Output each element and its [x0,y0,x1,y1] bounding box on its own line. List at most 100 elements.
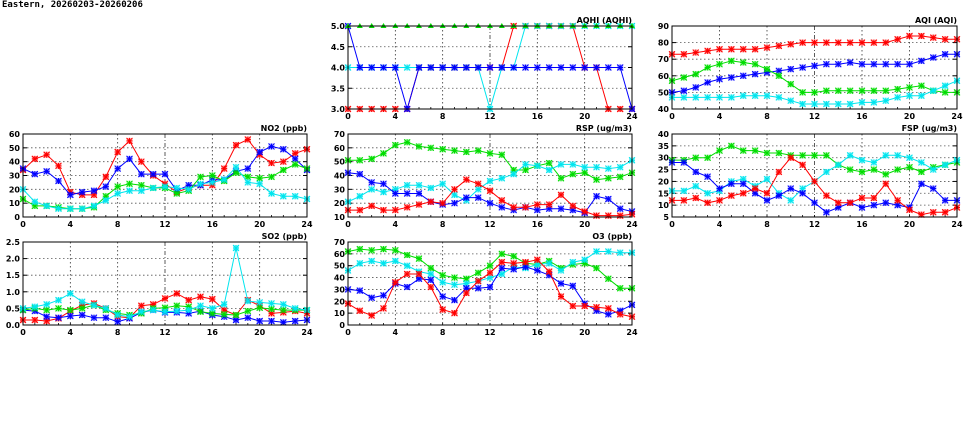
data-point [929,185,937,192]
data-point [894,94,901,101]
data-point [834,100,842,108]
data-point [787,97,795,105]
data-point [787,65,795,73]
data-point [244,165,252,172]
y-tick-label: 40 [9,158,21,167]
data-point [197,308,204,316]
data-point [834,60,842,68]
data-point [858,168,866,176]
data-point [244,136,252,143]
data-point [716,60,723,68]
data-point [356,287,364,294]
data-point [929,34,937,41]
data-point [197,293,204,301]
data-point [114,190,122,197]
data-point [581,256,589,264]
data-point [533,201,541,208]
data-point [775,192,783,200]
data-point [474,64,482,71]
y-tick-label: 10 [334,309,346,318]
data-point [799,64,806,71]
data-point [704,173,711,181]
data-point [474,180,482,188]
y-tick-label: 4.0 [331,64,346,73]
data-point [787,154,795,162]
data-point [510,252,518,260]
data-point [882,180,890,188]
data-point [811,62,818,70]
chart-panel: 3.0 3.5 4.0 4.5 5.0 0 4 8 12 16 20 24 AQHI (AQHI) [331,16,638,121]
series-blue [668,50,961,96]
data-point [114,148,122,156]
data-point [569,170,577,178]
data-point [486,283,494,291]
data-point [545,201,553,208]
data-point [197,173,204,181]
chart-title: O3 (ppb) [592,232,632,241]
data-point [858,204,866,211]
x-tick-label: 4 [717,112,723,121]
data-point [137,302,145,310]
data-point [208,305,216,312]
data-point [220,176,228,184]
data-point [368,246,376,254]
data-point [811,178,818,185]
x-tick-label: 24 [626,328,638,337]
data-point [415,143,423,150]
data-point [66,205,74,213]
data-point [894,166,901,173]
data-point [906,32,913,40]
data-point [185,296,193,304]
data-point [522,263,529,271]
data-point [834,39,842,46]
data-point [126,137,133,145]
chart-panel: 5 10 15 20 25 30 35 40 0 4 8 12 16 20 24 FSP (ug/m3) [658,124,963,229]
y-tick-label: 3.5 [331,84,346,93]
data-point [823,208,830,216]
data-point [522,64,529,71]
x-tick-label: 16 [532,112,544,121]
data-point [220,165,228,172]
data-point [279,318,287,326]
y-tick-label: 0 [339,321,345,330]
data-point [882,39,890,46]
data-point [427,64,435,71]
data-point [870,194,878,202]
y-tick-label: 20 [9,185,21,194]
x-tick-label: 8 [115,220,121,229]
page-title: Eastern, 20260203-20260206 [2,0,143,10]
data-point [870,201,878,209]
data-point [941,89,949,96]
data-point [102,173,110,181]
x-tick-label: 24 [951,112,963,121]
data-point [185,181,193,189]
data-point [545,268,553,275]
data-point [739,92,747,100]
data-point [834,199,842,207]
data-point [846,100,854,108]
data-point [751,185,759,192]
data-point [557,174,565,182]
data-point [763,197,771,204]
data-point [704,47,711,55]
data-point [692,154,700,162]
x-tick-label: 24 [626,112,638,121]
y-tick-label: 0.5 [6,304,21,313]
data-point [380,206,387,214]
data-point [256,299,264,306]
data-point [78,205,86,213]
data-point [268,300,275,307]
data-point [356,170,364,178]
y-tick-label: 10 [658,201,670,210]
data-point [462,148,470,156]
data-point [31,303,39,311]
data-point [581,64,589,71]
data-point [704,154,711,162]
chart-title: SO2 (ppb) [262,232,307,241]
data-point [581,259,589,267]
data-point [232,169,240,177]
data-point [692,182,700,190]
data-point [268,159,275,167]
data-point [451,64,458,71]
x-tick-label: 8 [764,112,770,121]
